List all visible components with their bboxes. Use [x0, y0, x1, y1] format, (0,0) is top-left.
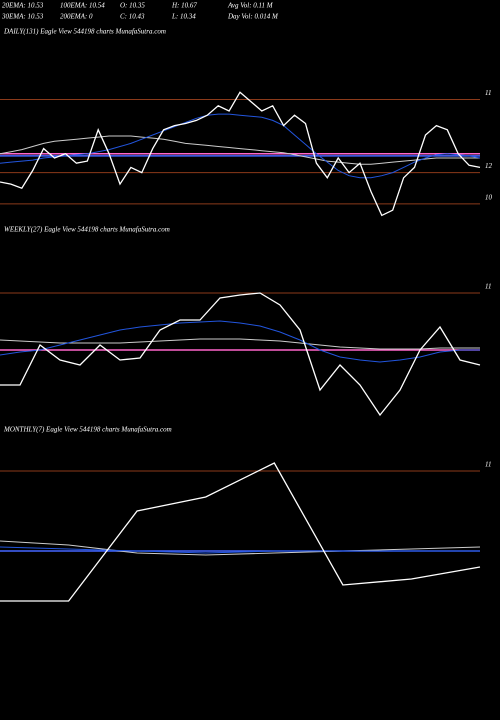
header-stat: Avg Vol: 0.11 M	[227, 2, 274, 10]
y-tick-label: 12	[485, 162, 493, 170]
y-tick-label: 10	[485, 194, 493, 202]
header-stat: 30EMA: 10.53	[1, 13, 44, 21]
header-stat: 200EMA: 0	[60, 13, 93, 21]
header-stat: C: 10.43	[120, 13, 145, 21]
header-stat: Day Vol: 0.014 M	[227, 13, 279, 21]
series-line	[0, 113, 481, 179]
panel-title: WEEKLY(27) Eagle View 544198 charts Muna…	[4, 226, 170, 234]
series-line	[0, 135, 480, 165]
header-stat: L: 10.34	[171, 13, 196, 21]
header-stat: H: 10.67	[171, 2, 197, 10]
series-line	[0, 546, 480, 554]
header-stat: 100EMA: 10.54	[60, 2, 105, 10]
y-tick-label: 11	[485, 89, 491, 97]
panel-title: DAILY(131) Eagle View 544198 charts Muna…	[3, 28, 166, 36]
series-line	[0, 462, 481, 602]
series-line	[0, 292, 481, 417]
y-tick-label: 11	[485, 283, 491, 291]
series-line	[0, 91, 481, 217]
header-stat: O: 10.35	[120, 2, 145, 10]
series-line	[0, 320, 480, 363]
series-line	[0, 338, 480, 350]
y-tick-label: 11	[485, 461, 491, 469]
panel-title: MONTHLY(7) Eagle View 544198 charts Muna…	[3, 426, 172, 434]
series-line	[0, 540, 481, 556]
header-stat: 20EMA: 10.53	[2, 2, 44, 10]
